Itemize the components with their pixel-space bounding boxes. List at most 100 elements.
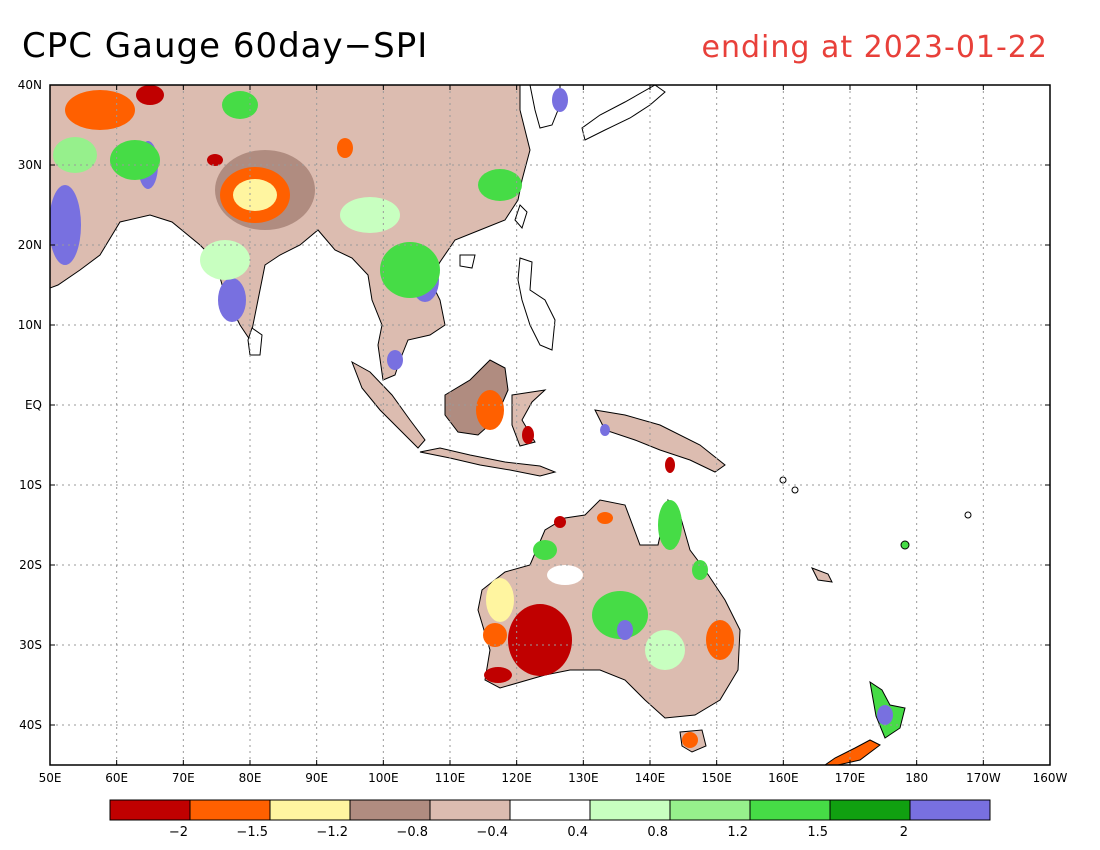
colorbar-swatch <box>189 799 271 821</box>
land-sumatra <box>351 360 426 449</box>
spi-patch <box>110 140 160 180</box>
land-taiwan <box>514 204 528 230</box>
spi-patch <box>484 667 512 683</box>
colorbar-swatch <box>749 799 831 821</box>
spi-patch <box>600 424 610 436</box>
colorbar-label: 1.2 <box>727 825 748 840</box>
lon-tick-label: 160W <box>1033 771 1068 785</box>
colorbar-swatch <box>509 799 591 821</box>
spi-patch <box>592 591 648 639</box>
colorbar-swatch <box>269 799 351 821</box>
lon-tick-label: 80E <box>239 771 262 785</box>
spi-patch <box>53 137 97 173</box>
colorbar-label: 2 <box>900 825 908 840</box>
spi-patch <box>233 179 277 211</box>
lon-tick-label: 170E <box>835 771 866 785</box>
lon-tick-label: 60E <box>105 771 128 785</box>
land-islet <box>964 511 972 519</box>
spi-patch <box>476 390 504 430</box>
spi-patch <box>645 630 685 670</box>
lon-tick-label: 160E <box>768 771 799 785</box>
lon-tick-label: 150E <box>701 771 732 785</box>
colorbar-swatch <box>909 799 991 821</box>
colorbar-swatch <box>349 799 431 821</box>
lat-tick-label: 30N <box>18 158 42 172</box>
latitude-axis: 40N 30N 20N 10N EQ 10S 20S 30S 40S <box>18 78 1050 732</box>
colorbar-label: −0.4 <box>476 825 508 840</box>
lat-tick-label: 20N <box>18 238 42 252</box>
land-philippines <box>517 257 556 351</box>
spi-patch <box>658 500 682 550</box>
lon-tick-label: 170W <box>966 771 1001 785</box>
spi-patch <box>200 240 250 280</box>
spi-patch <box>340 197 400 233</box>
spi-patch <box>478 169 522 201</box>
spi-patch <box>706 620 734 660</box>
spi-patch <box>617 620 633 640</box>
spi-patch <box>486 578 514 622</box>
lat-tick-label: 30S <box>19 638 42 652</box>
spi-patch <box>533 540 557 560</box>
lat-tick-label: 40N <box>18 78 42 92</box>
lon-tick-label: 110E <box>435 771 466 785</box>
land-hainan <box>459 254 476 269</box>
land-islet <box>900 540 910 550</box>
date-subtitle: ending at 2023-01-22 <box>701 30 1048 65</box>
colorbar-swatch <box>109 799 191 821</box>
spi-patch <box>665 457 675 473</box>
spi-patch <box>682 732 698 748</box>
land-islet <box>791 486 799 494</box>
lat-tick-label: 40S <box>19 718 42 732</box>
spi-patch <box>508 604 572 676</box>
spi-patch <box>50 185 81 265</box>
colorbar-label: 0.4 <box>567 825 588 840</box>
colorbar-swatch <box>429 799 511 821</box>
land-sri-lanka <box>247 327 263 356</box>
colorbar-label: 1.5 <box>807 825 828 840</box>
spi-patch <box>136 85 164 105</box>
land-new-guinea <box>594 409 726 473</box>
land-java <box>419 447 557 477</box>
lon-tick-label: 50E <box>39 771 62 785</box>
lon-tick-label: 100E <box>368 771 399 785</box>
plot-frame <box>49 84 1051 766</box>
colorbar-label: −1.5 <box>236 825 268 840</box>
spi-patch <box>337 138 353 158</box>
lon-tick-label: 130E <box>568 771 599 785</box>
spi-patch <box>877 705 893 725</box>
lon-tick-label: 180 <box>905 771 928 785</box>
spi-patch <box>483 623 507 647</box>
colorbar-swatch <box>829 799 911 821</box>
lat-tick-label: 10N <box>18 318 42 332</box>
colorbar-label: −0.8 <box>396 825 428 840</box>
spi-patch <box>207 154 223 166</box>
land-nz-south <box>824 739 881 765</box>
colorbar-label: −2 <box>169 825 188 840</box>
spi-patch <box>692 560 708 580</box>
longitude-axis: 50E 60E 70E 80E 90E 100E 110E 120E 130E 140E 150E 1… <box>39 85 1068 785</box>
lon-tick-label: 140E <box>635 771 666 785</box>
colorbar-label: −1.2 <box>316 825 348 840</box>
spi-patch <box>218 278 246 322</box>
spi-patch <box>554 516 566 528</box>
lat-tick-label: 10S <box>19 478 42 492</box>
land-japan <box>581 85 666 141</box>
colorbar-label: 0.8 <box>647 825 668 840</box>
spi-colorbar: −2 −1.5 −1.2 −0.8 −0.4 0.4 0.8 1.2 1.5 2 <box>109 799 991 840</box>
spi-patch <box>222 91 258 119</box>
spi-anomaly-layer <box>50 85 893 748</box>
lat-tick-label: 20S <box>19 558 42 572</box>
spi-patch <box>522 426 534 444</box>
land-asia-mainland <box>50 85 531 381</box>
spi-patch <box>380 242 440 298</box>
lon-tick-label: 70E <box>172 771 195 785</box>
colorbar-swatch <box>669 799 751 821</box>
spi-patch <box>387 350 403 370</box>
lat-tick-label: EQ <box>25 398 42 412</box>
land-korea <box>529 85 561 129</box>
lon-tick-label: 120E <box>501 771 532 785</box>
lon-tick-label: 90E <box>305 771 328 785</box>
spi-patch <box>547 565 583 585</box>
colorbar-swatch <box>589 799 671 821</box>
